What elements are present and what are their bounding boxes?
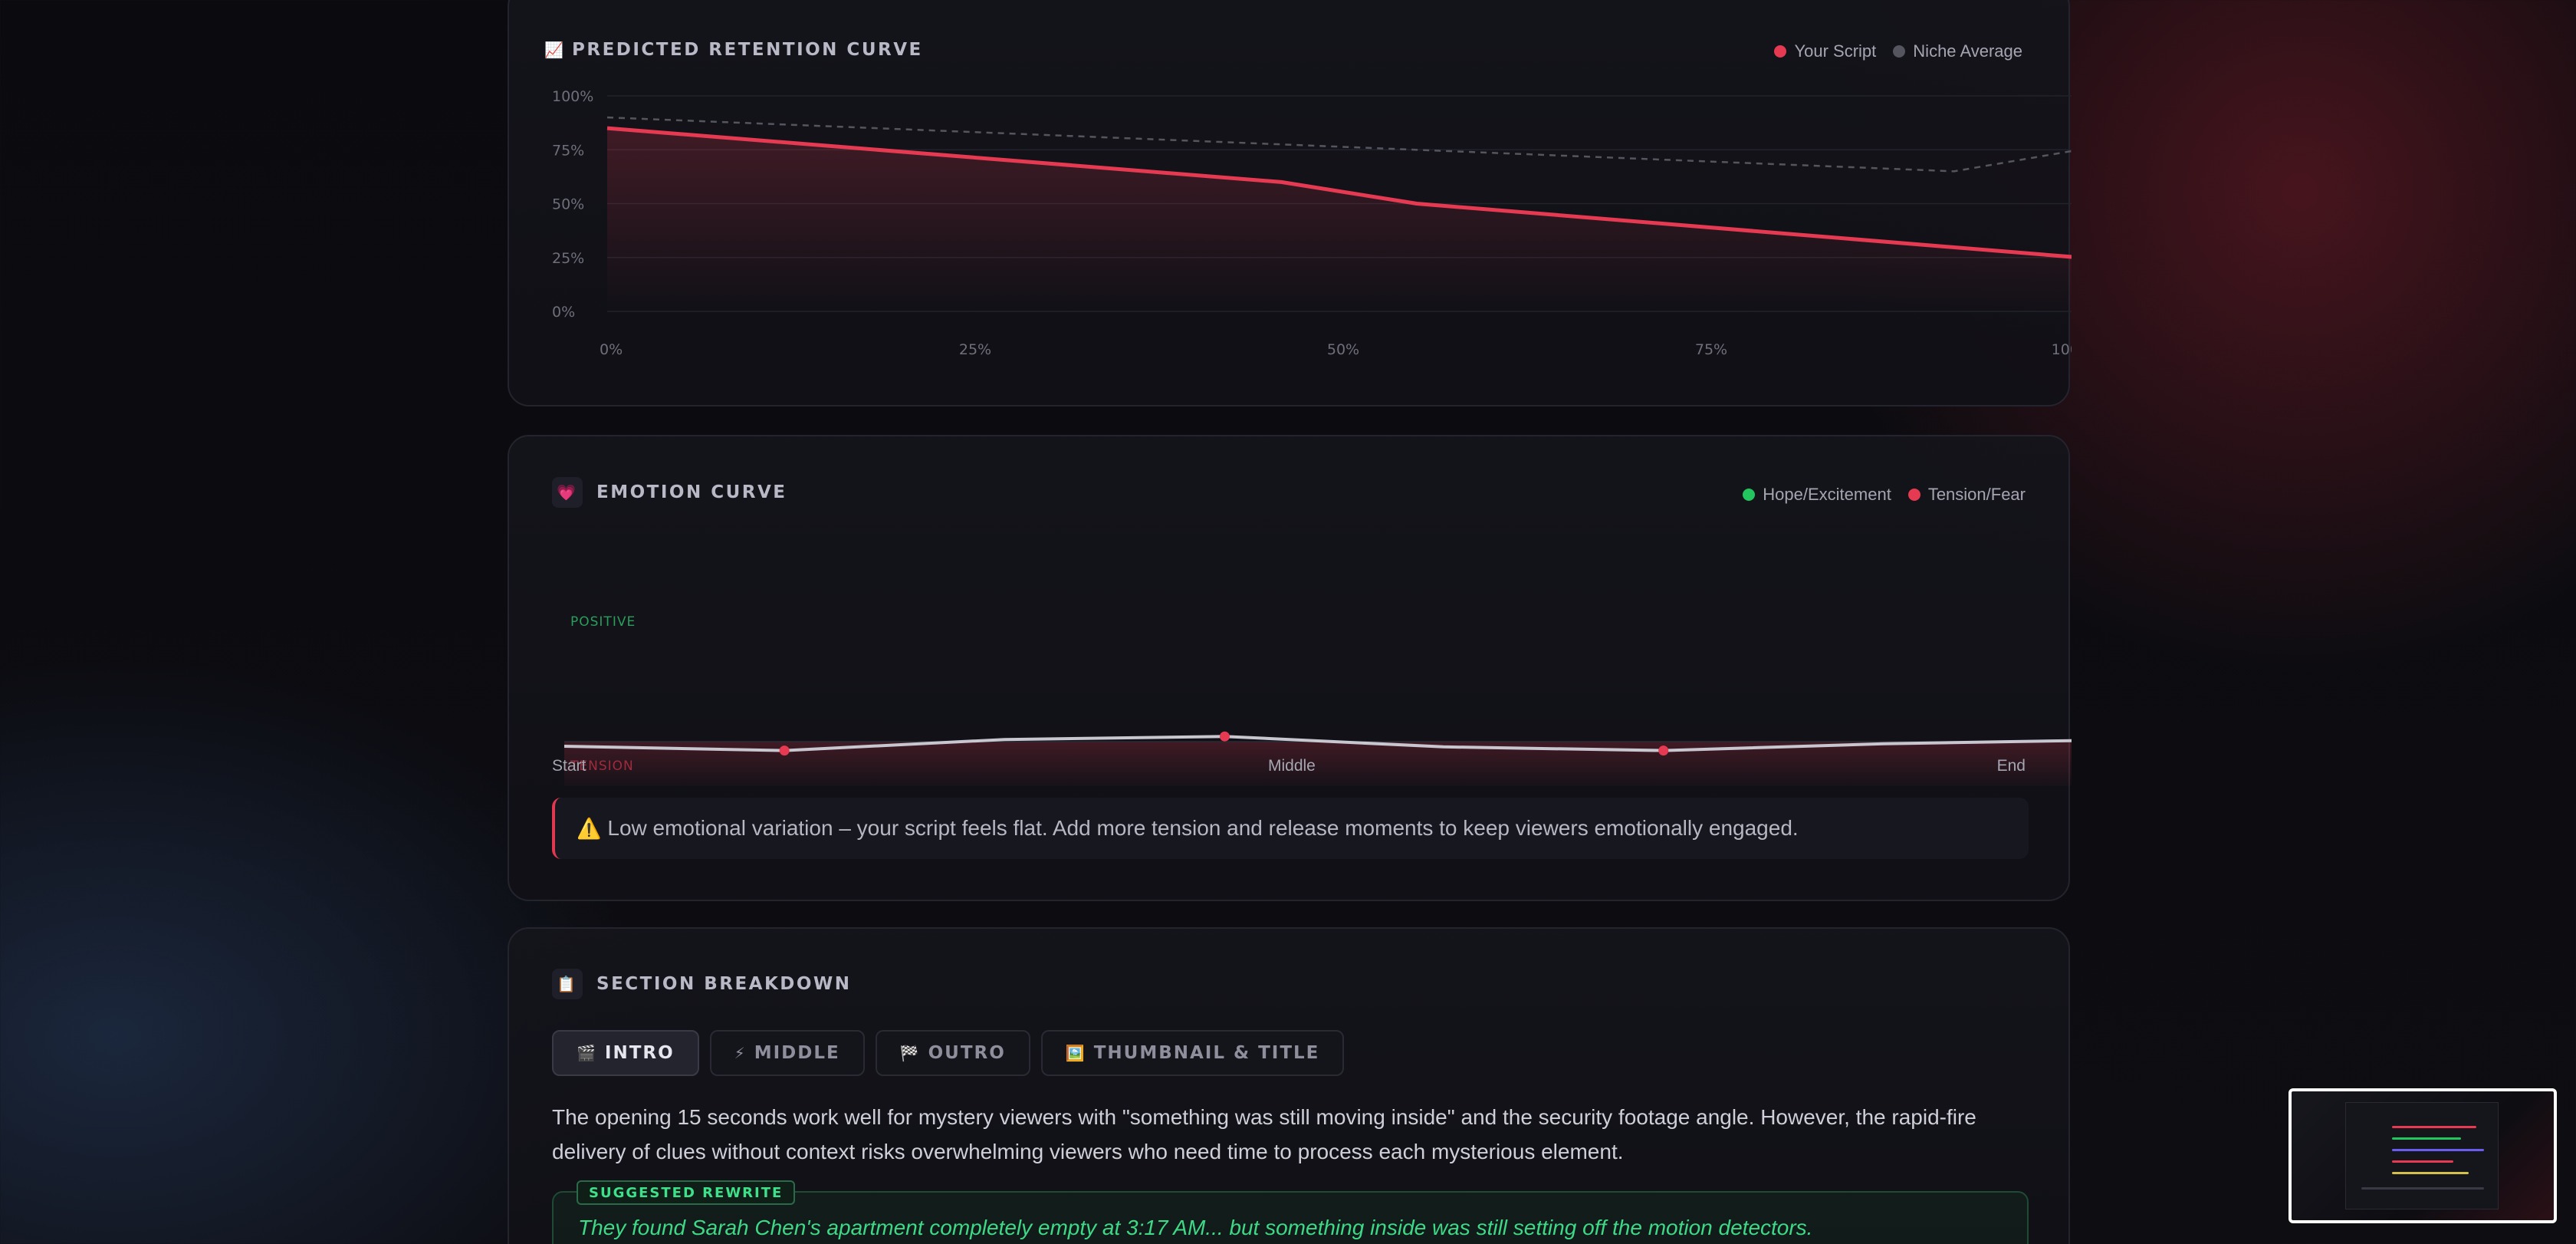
minimap-line: [2392, 1126, 2476, 1128]
emotion-line: [564, 735, 2072, 752]
minimap-panel: [2345, 1102, 2499, 1209]
x-tick-label: 100%: [2052, 341, 2072, 358]
y-tick-label: 50%: [552, 196, 584, 213]
legend-dot: [1893, 45, 1906, 58]
section-breakdown-card: 📋 SECTION BREAKDOWN 🎬 INTRO ⚡ MIDDLE 🏁 O…: [508, 927, 2070, 1244]
legend-niche-average: Niche Average: [1893, 41, 2022, 61]
minimap-line: [2392, 1137, 2461, 1140]
emotion-axis-start: Start: [552, 757, 586, 775]
your-script-line: [606, 126, 2072, 259]
y-tick-label: 25%: [552, 250, 584, 267]
emotion-band: [564, 742, 2072, 786]
x-tick-label: 75%: [1695, 341, 1727, 358]
suggested-rewrite-badge: SUGGESTED REWRITE: [577, 1180, 796, 1205]
minimap-line: [2392, 1149, 2484, 1151]
lightning-icon: ⚡: [734, 1044, 747, 1062]
emotion-axis-end: End: [1996, 757, 2026, 775]
legend-tension: Tension/Fear: [1907, 485, 2026, 505]
legend-hope: Hope/Excitement: [1743, 485, 1891, 505]
emotion-axis-middle: Middle: [1268, 757, 1316, 775]
retention-card: 📈 PREDICTED RETENTION CURVE Your Script …: [508, 0, 2072, 406]
emotion-point: [1658, 745, 1669, 756]
emotion-legend: Hope/Excitement Tension/Fear: [1726, 485, 2026, 505]
your-script-area: [607, 128, 2072, 311]
y-tick-label: 75%: [552, 142, 584, 159]
tab-intro[interactable]: 🎬 INTRO: [552, 1030, 699, 1076]
picture-icon: 🖼️: [1065, 1044, 1086, 1062]
checkered-flag-icon: 🏁: [899, 1044, 921, 1062]
y-tick-label: 100%: [552, 88, 593, 105]
emotion-chart: POSITIVE TENSION: [564, 614, 2072, 786]
retention-title: 📈 PREDICTED RETENTION CURVE: [544, 40, 923, 60]
legend-your-script: Your Script: [1774, 41, 1876, 61]
clapper-icon: 🎬: [577, 1044, 597, 1062]
emotion-point: [1219, 731, 1230, 742]
minimap-line: [2392, 1172, 2469, 1174]
section-analysis-text: The opening 15 seconds work well for mys…: [552, 1105, 1976, 1163]
emotion-title: 💗 EMOTION CURVE: [552, 477, 787, 508]
emotion-warning: ⚠️ Low emotional variation – your script…: [552, 798, 2029, 859]
tab-thumbnail-title[interactable]: 🖼️ THUMBNAIL & TITLE: [1040, 1030, 1345, 1076]
x-tick-label: 25%: [959, 341, 991, 358]
tab-middle[interactable]: ⚡ MIDDLE: [709, 1030, 865, 1076]
section-tabs: 🎬 INTRO ⚡ MIDDLE 🏁 OUTRO 🖼️ THUMBNAIL & …: [552, 1030, 1355, 1076]
suggested-rewrite-text: They found Sarah Chen's apartment comple…: [578, 1216, 1813, 1239]
minimap-line: [2392, 1160, 2453, 1163]
niche-average-line: [606, 116, 2072, 173]
heart-icon: 💗: [552, 477, 583, 508]
tab-outro[interactable]: 🏁 OUTRO: [875, 1030, 1030, 1076]
tension-label: TENSION: [570, 759, 634, 774]
legend-dot: [1743, 489, 1756, 501]
legend-dot: [1907, 489, 1921, 501]
positive-label: POSITIVE: [570, 614, 636, 630]
x-tick-label: 0%: [600, 341, 623, 358]
suggested-rewrite-box: SUGGESTED REWRITE They found Sarah Chen'…: [552, 1180, 2029, 1244]
x-tick-label: 50%: [1327, 341, 1359, 358]
minimap-line: [2361, 1187, 2484, 1190]
emotion-point: [779, 745, 790, 756]
legend-dot: [1774, 45, 1787, 58]
emotion-card: 💗 EMOTION CURVE Hope/Excitement Tension/…: [508, 435, 2072, 901]
retention-chart: 0% 25% 50% 75% 100% 0% 25% 50% 75% 100%: [552, 88, 2072, 358]
y-tick-label: 0%: [552, 304, 575, 321]
page-minimap[interactable]: [2288, 1088, 2557, 1223]
chart-increasing-icon: 📈: [544, 41, 566, 59]
retention-legend: Your Script Niche Average: [1757, 41, 2022, 61]
warning-icon: ⚠️: [577, 816, 602, 840]
section-title: 📋 SECTION BREAKDOWN: [552, 969, 852, 999]
clipboard-icon: 📋: [552, 969, 583, 999]
